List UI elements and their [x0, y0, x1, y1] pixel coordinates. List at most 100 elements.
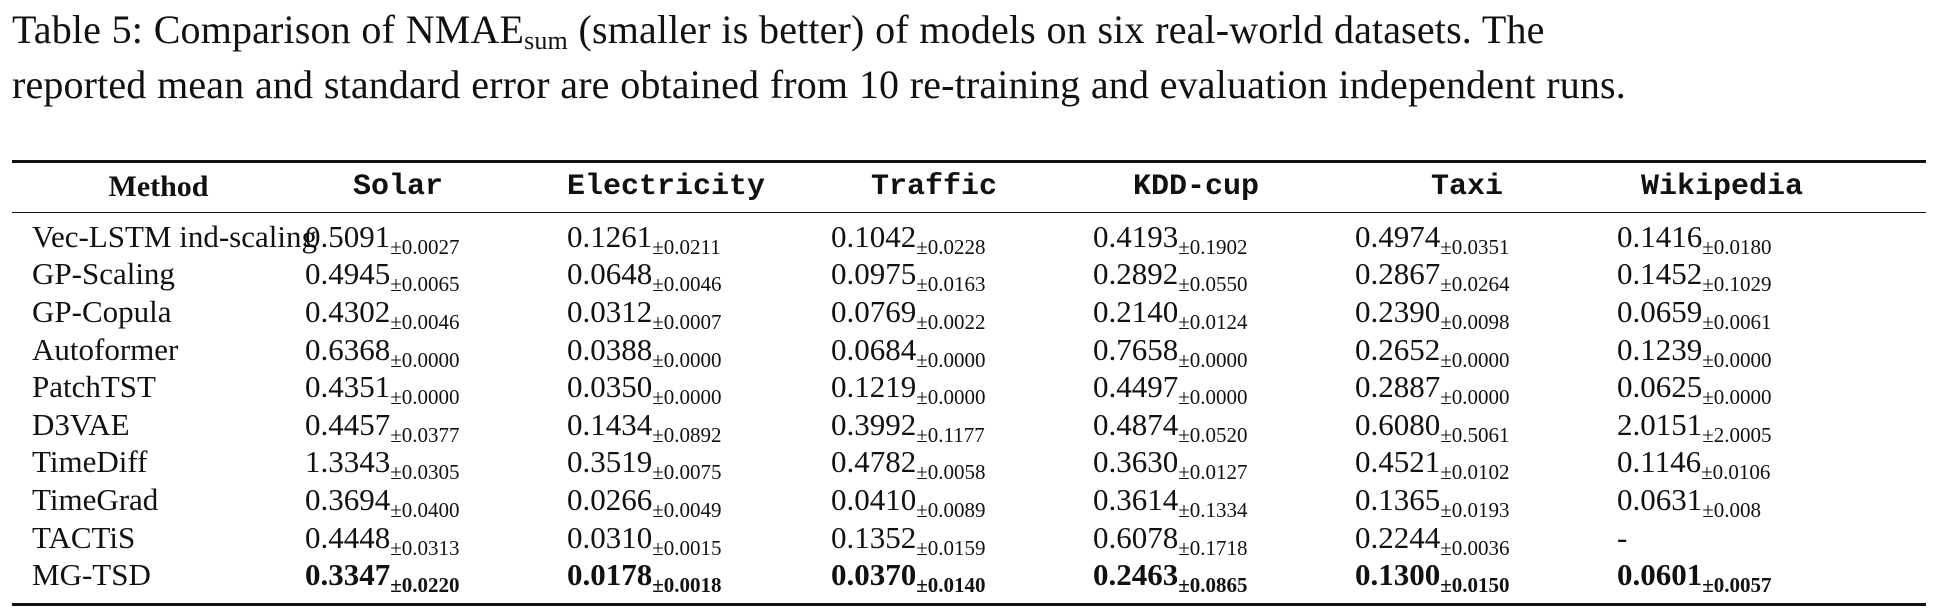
result-standard-error: ±0.0228 [916, 234, 986, 259]
result-mean: 0.2390 [1355, 293, 1441, 329]
result-cell: 0.1365±0.0193 [1355, 481, 1617, 521]
result-cell: 0.0370±0.0140 [831, 556, 1093, 596]
result-cell: 0.0631±0.008 [1617, 481, 1926, 521]
result-mean: 0.4457 [305, 406, 391, 442]
result-cell: 0.2390±0.0098 [1355, 293, 1617, 334]
result-standard-error: ±0.0000 [916, 385, 986, 410]
result-mean: 0.4351 [305, 369, 391, 405]
dataset-header-taxi: Taxi [1431, 170, 1504, 204]
result-standard-error: ±0.0150 [1440, 573, 1510, 598]
result-standard-error: ±0.0015 [652, 535, 722, 560]
result-standard-error: ±0.0865 [1178, 573, 1248, 598]
result-cell: 0.1239±0.0000 [1617, 331, 1926, 372]
result-standard-error: ±0.0305 [390, 460, 460, 485]
result-standard-error: ±0.0000 [1440, 347, 1510, 372]
result-standard-error: ±0.0027 [390, 234, 460, 259]
result-mean: - [1617, 519, 1628, 555]
result-standard-error: ±0.0124 [1178, 309, 1248, 334]
result-cell: 0.4782±0.0058 [831, 444, 1093, 485]
result-mean: 0.4497 [1093, 369, 1179, 405]
result-mean: 0.0975 [831, 256, 917, 292]
result-cell: 0.2244±0.0036 [1355, 519, 1617, 559]
result-mean: 0.2244 [1355, 519, 1441, 555]
method-name-cell: TimeDiff [32, 444, 148, 480]
result-cell: 0.1042±0.0228 [831, 212, 1093, 259]
result-mean: 0.1261 [567, 218, 653, 254]
result-mean: 0.1452 [1617, 256, 1703, 292]
result-mean: 0.2140 [1093, 293, 1179, 329]
result-standard-error: ±0.0000 [1702, 385, 1772, 410]
result-standard-error: ±0.5061 [1440, 422, 1510, 447]
result-standard-error: ±0.0049 [652, 497, 722, 522]
result-cell: 0.4874±0.0520 [1093, 406, 1355, 446]
result-cell: 0.6078±0.1718 [1093, 519, 1355, 559]
result-mean: 0.0631 [1617, 481, 1703, 517]
result-mean: 0.4448 [305, 519, 391, 555]
result-cell: 0.0388±0.0000 [567, 331, 831, 372]
table-row: TACTiS 0.4448±0.0313 0.0310±0.0015 0.1352±0… [12, 519, 1926, 560]
result-mean: 0.4193 [1093, 218, 1179, 254]
result-standard-error: ±0.0046 [652, 272, 722, 297]
result-mean: 0.3630 [1093, 444, 1179, 480]
result-cell: 0.0410±0.0089 [831, 481, 1093, 521]
method-name-cell: TACTiS [32, 519, 136, 555]
result-standard-error: ±0.0098 [1440, 309, 1510, 334]
table-row: GP-Copula 0.4302±0.0046 0.0312±0.0007 0.076… [12, 293, 1926, 334]
result-cell: 0.1352±0.0159 [831, 519, 1093, 560]
result-standard-error: ±0.0000 [390, 347, 460, 372]
table-bottom-rule [12, 603, 1926, 606]
result-standard-error: ±0.0000 [916, 347, 986, 372]
result-mean: 0.1219 [831, 369, 917, 405]
result-standard-error: ±0.0180 [1702, 234, 1772, 259]
result-cell: 0.3614±0.1334 [1093, 481, 1355, 521]
result-standard-error: ±0.0061 [1702, 309, 1772, 334]
result-cell: 0.0625±0.0000 [1617, 368, 1926, 410]
result-cell: 0.0601±0.0057 [1617, 556, 1926, 596]
method-name-cell: Autoformer [32, 331, 179, 367]
result-cell: 0.1261±0.0211 [567, 212, 831, 258]
table-header-rule [12, 212, 1926, 214]
result-mean: 0.4945 [305, 256, 391, 292]
result-cell: 0.1300±0.0150 [1355, 556, 1617, 598]
result-cell: 0.3630±0.0127 [1093, 444, 1355, 483]
result-mean: 0.0350 [567, 369, 653, 405]
result-mean: 0.3694 [305, 481, 391, 517]
result-standard-error: ±2.0005 [1702, 422, 1772, 447]
result-mean: 0.0659 [1617, 293, 1703, 329]
result-cell: 0.0350±0.0000 [567, 368, 831, 408]
result-standard-error: ±0.0000 [390, 385, 460, 410]
method-column-header: Method [108, 170, 209, 203]
result-cell: 0.0310±0.0015 [567, 519, 831, 560]
result-mean: 0.1146 [1617, 444, 1702, 480]
table-row: Autoformer 0.6368±0.0000 0.0388±0.0000 0.06… [12, 331, 1926, 372]
result-cell: 0.4945±0.0065 [305, 256, 567, 297]
result-cell: 0.1146±0.0106 [1617, 444, 1926, 485]
result-mean: 0.3519 [567, 444, 653, 480]
caption-line2: reported mean and standard error are obt… [12, 62, 1626, 107]
result-standard-error: ±0.0106 [1701, 460, 1771, 485]
result-cell: 0.0684±0.0000 [831, 331, 1093, 372]
dataset-header-traffic: Traffic [871, 170, 998, 204]
result-cell: 0.4351±0.0000 [305, 368, 567, 410]
result-cell: 0.1434±0.0892 [567, 406, 831, 446]
table-header-row: Method Solar Electricity Traffic KDD-cup… [12, 162, 1926, 212]
result-standard-error: ±0.0159 [916, 535, 986, 560]
dataset-header-electricity: Electricity [567, 170, 766, 204]
result-cell: 0.4448±0.0313 [305, 519, 567, 559]
table-row: D3VAE 0.4457±0.0377 0.1434±0.0892 0.3992±0.… [12, 406, 1926, 447]
result-standard-error: ±0.0065 [390, 272, 460, 297]
dataset-header-kdd-cup: KDD-cup [1133, 170, 1260, 204]
dataset-header-solar: Solar [353, 170, 444, 204]
result-standard-error: ±0.0000 [652, 347, 722, 372]
caption-line1-prefix: Table 5: Comparison of NMAE [12, 7, 525, 52]
result-cell: 0.3347±0.0220 [305, 556, 567, 596]
result-cell: 0.6080±0.5061 [1355, 406, 1617, 447]
result-standard-error: ±0.0058 [916, 460, 986, 485]
result-cell: 0.3519±0.0075 [567, 444, 831, 483]
result-cell: 0.7658±0.0000 [1093, 331, 1355, 371]
result-standard-error: ±0.0351 [1440, 234, 1510, 259]
result-cell: 0.2887±0.0000 [1355, 368, 1617, 408]
result-cell: 0.0178±0.0018 [567, 556, 831, 596]
result-standard-error: ±0.0000 [1702, 347, 1772, 372]
result-mean: 0.0178 [567, 557, 653, 593]
